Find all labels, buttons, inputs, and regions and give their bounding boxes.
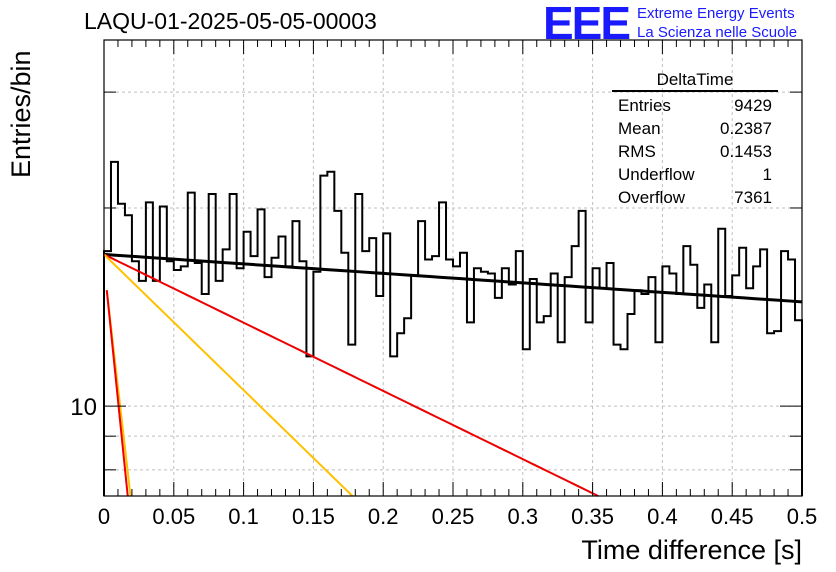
x-tick-label: 0	[98, 504, 110, 529]
x-tick-label: 0.35	[571, 504, 614, 529]
stats-row-underflow: Underflow 1	[612, 163, 778, 186]
histogram-outline	[103, 160, 803, 496]
eee-logo: EEE	[543, 0, 631, 49]
stats-row-rms: RMS 0.1453	[612, 140, 778, 163]
x-tick-label: 0.4	[647, 504, 678, 529]
y-tick-label: 10	[70, 394, 97, 421]
logo-line-1: Extreme Energy Events	[637, 5, 795, 22]
x-tick-label: 0.3	[508, 504, 539, 529]
x-tick-label: 0.25	[432, 504, 475, 529]
x-tick-label: 0.15	[292, 504, 335, 529]
stats-label: Overflow	[618, 188, 686, 207]
stats-label: Underflow	[618, 165, 695, 184]
stats-row-mean: Mean 0.2387	[612, 117, 778, 140]
fit-curves	[103, 252, 803, 497]
x-tick-label: 0.1	[228, 504, 259, 529]
stats-value: 0.1453	[720, 142, 772, 161]
fit-curve	[103, 253, 354, 497]
run-title: LAQU-01-2025-05-05-00003	[84, 8, 377, 34]
y-tick-labels: 10	[70, 394, 97, 421]
x-tick-label: 0.2	[368, 504, 399, 529]
stats-label: Entries	[618, 96, 671, 115]
fit-curve	[103, 253, 599, 497]
stats-title: DeltaTime	[612, 70, 778, 92]
fit-curve	[105, 290, 129, 497]
x-tick-labels: 0 0.05 0.1 0.15 0.2 0.25 0.3 0.35 0.4 0.45 0.5	[98, 504, 817, 529]
x-axis-label: Time difference [s]	[581, 535, 802, 565]
logo-caption: Extreme Energy Events La Scienza nelle S…	[637, 4, 797, 42]
stats-row-overflow: Overflow 7361	[612, 186, 778, 209]
stats-label: RMS	[618, 142, 656, 161]
x-tick-label: 0.5	[787, 504, 818, 529]
stats-value: 1	[762, 165, 772, 184]
fit-curve	[103, 252, 803, 304]
x-tick-label: 0.05	[152, 504, 195, 529]
stats-label: Mean	[618, 119, 661, 138]
stats-box: DeltaTime Entries 9429 Mean 0.2387 RMS 0.14…	[612, 70, 778, 209]
logo-line-2: La Scienza nelle Scuole	[637, 24, 798, 41]
stats-row-entries: Entries 9429	[612, 94, 778, 117]
histogram-bars	[103, 160, 803, 496]
stats-value: 0.2387	[720, 119, 772, 138]
stats-value: 9429	[734, 96, 772, 115]
y-axis-label: Entries/bin	[6, 50, 36, 178]
axis-ticks	[103, 40, 803, 496]
x-tick-label: 0.45	[711, 504, 754, 529]
stats-value: 7361	[734, 188, 772, 207]
